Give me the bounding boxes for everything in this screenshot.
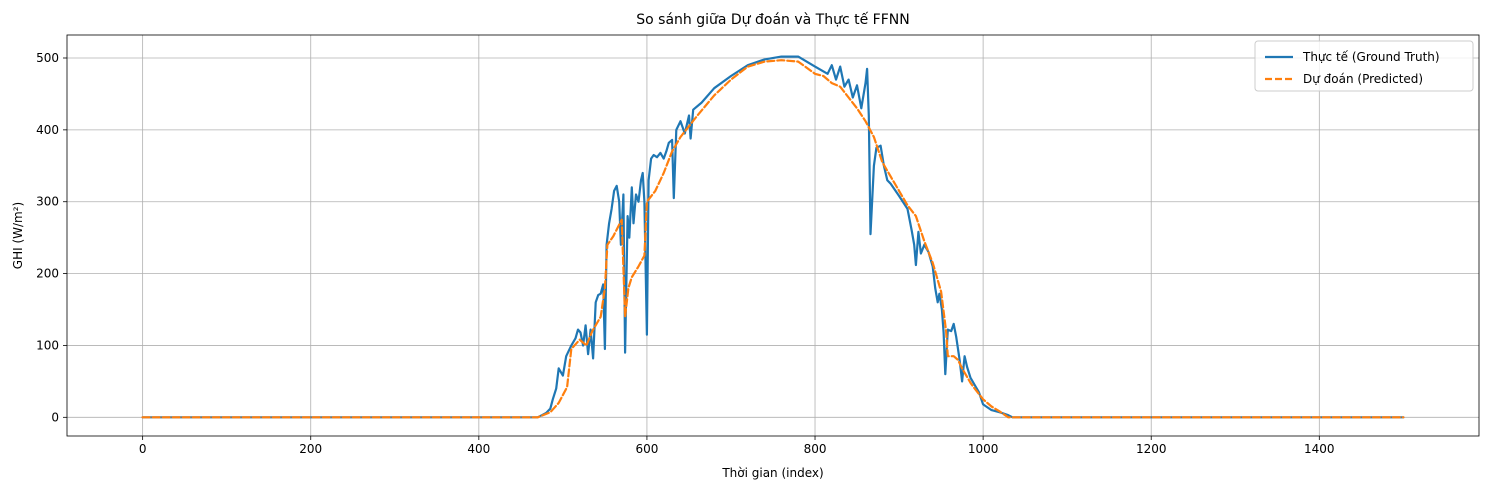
y-tick-label: 0 [51,410,59,424]
legend-label-ground-truth: Thực tế (Ground Truth) [1302,50,1440,64]
y-axis: 0 100 200 300 400 500 [36,51,67,424]
x-tick-label: 0 [139,442,147,456]
y-tick-label: 400 [36,123,59,137]
x-tick-label: 1400 [1304,442,1335,456]
y-tick-label: 100 [36,338,59,352]
series-ground-truth-line [141,55,1405,419]
legend-label-predicted: Dự đoán (Predicted) [1303,72,1423,86]
series-predicted-line [141,59,1405,419]
legend-box [1254,40,1474,92]
legend: Thực tế (Ground Truth) Dự đoán (Predicte… [1254,40,1474,92]
x-tick-label: 600 [635,442,658,456]
x-tick-label: 800 [804,442,827,456]
x-tick-label: 1200 [1136,442,1167,456]
y-tick-label: 500 [36,51,59,65]
x-tick-label: 400 [467,442,490,456]
y-tick-label: 300 [36,195,59,209]
series-layer [141,55,1405,419]
x-axis: 0 200 400 600 800 1000 1200 1400 [139,436,1335,456]
y-tick-label: 200 [36,267,59,281]
x-axis-label: Thời gian (index) [721,466,823,480]
plot-frame [66,34,1480,437]
chart-title: So sánh giữa Dự đoán và Thực tế FFNN [636,11,909,28]
x-tick-label: 200 [299,442,322,456]
x-tick-label: 1000 [968,442,999,456]
y-axis-label: GHI (W/m²) [11,202,25,269]
